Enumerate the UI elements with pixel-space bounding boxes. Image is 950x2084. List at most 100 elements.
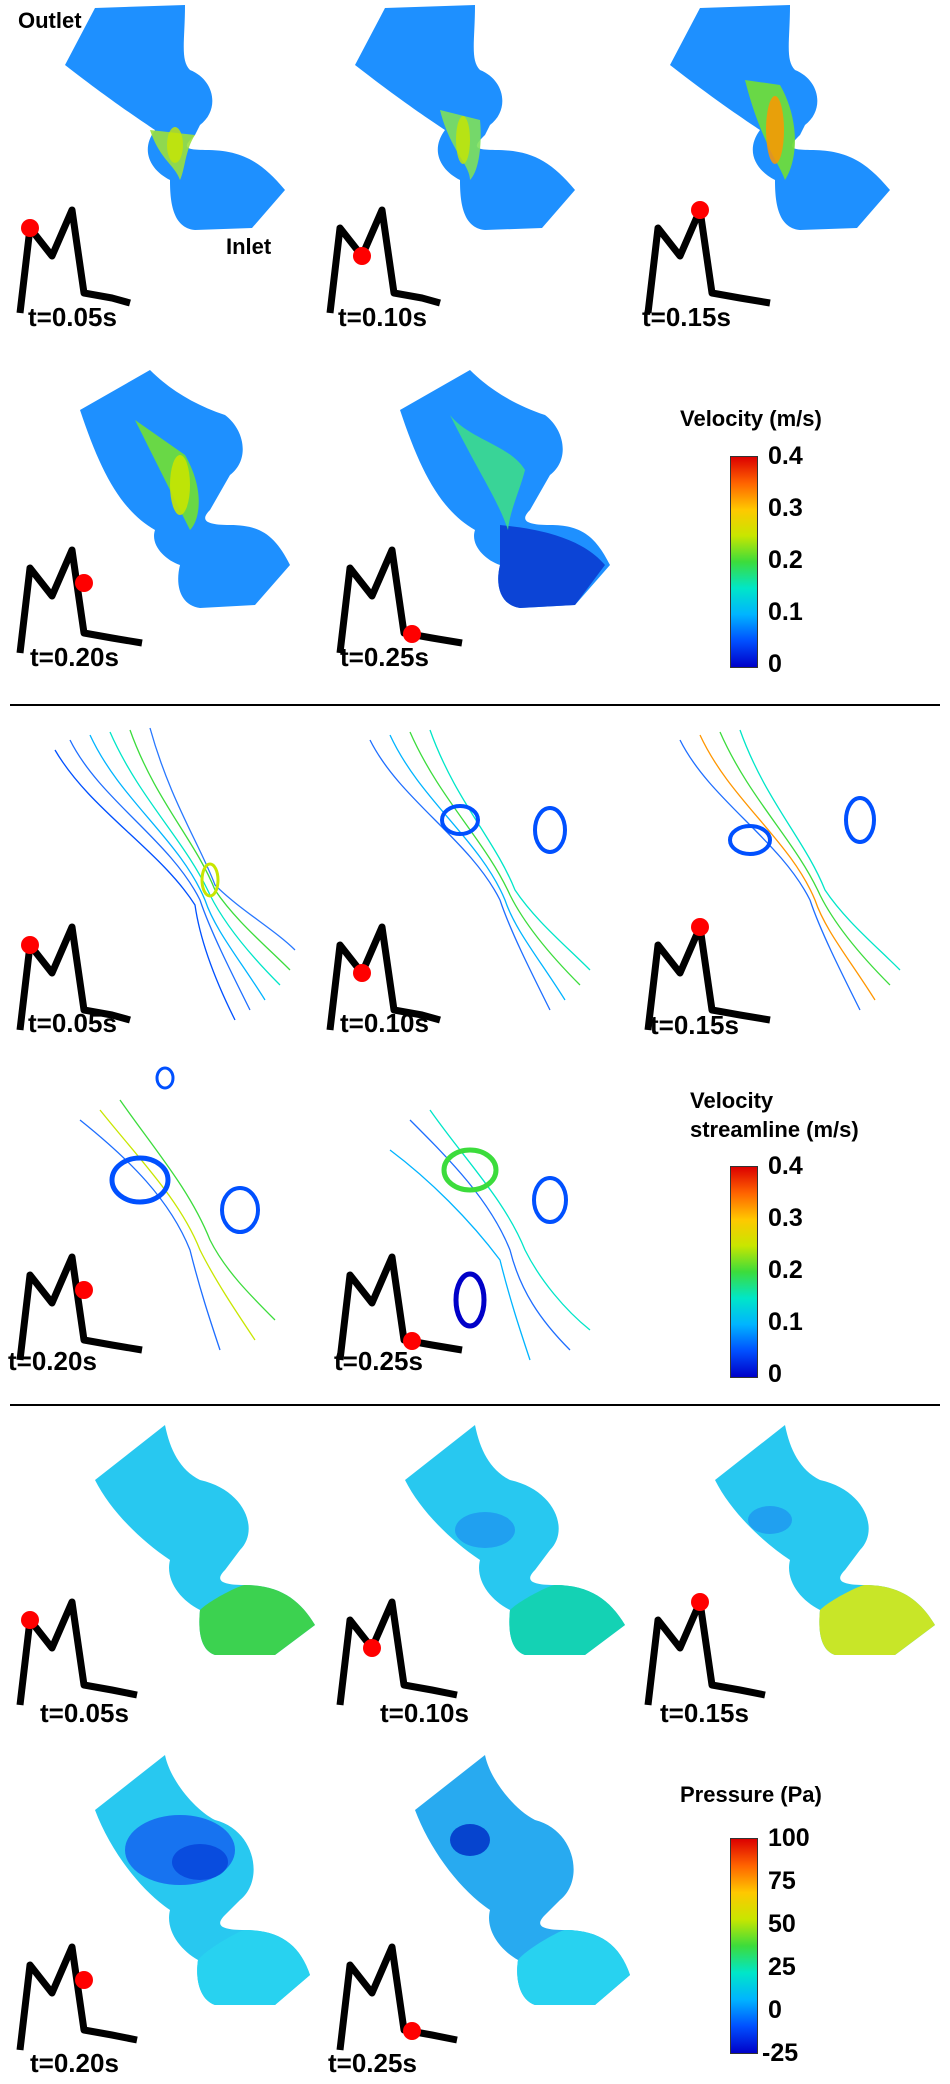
cycle-marker-icon (403, 2022, 421, 2040)
time-label: t=0.10s (338, 302, 427, 332)
tick-label: 0.1 (768, 1308, 803, 1336)
tick-label: 0.2 (768, 546, 803, 574)
pressure-colorbar: Pressure (Pa) 100 75 50 25 0 -25 (660, 1780, 940, 2084)
pressure-contour-3 (715, 1425, 935, 1655)
cycle-marker-icon (691, 918, 709, 936)
waveform-icon (336, 546, 463, 654)
streamline-plot-1 (54, 727, 296, 1021)
waveform-icon (16, 206, 131, 314)
streamline-frame-5: t=0.25s (320, 1060, 640, 1400)
legend-title: Velocity (690, 1088, 774, 1113)
cycle-marker-icon (353, 247, 371, 265)
pressure-frame-1: t=0.05s (0, 1420, 320, 1740)
waveform-icon (326, 923, 441, 1031)
cycle-marker-icon (353, 964, 371, 982)
cycle-marker-icon (75, 574, 93, 592)
time-label: t=0.25s (334, 1346, 423, 1376)
cycle-marker-icon (691, 201, 709, 219)
streamline-plot-5 (389, 1109, 591, 1361)
cycle-marker-icon (21, 1611, 39, 1629)
waveform-icon (16, 1253, 143, 1361)
time-label: t=0.20s (8, 1346, 97, 1376)
cycle-marker-icon (75, 1281, 93, 1299)
waveform-icon (644, 1593, 766, 1706)
cycle-marker-icon (363, 1639, 381, 1657)
time-label: t=0.05s (28, 1008, 117, 1038)
waveform-icon (644, 201, 771, 314)
tick-label: 0.3 (768, 1204, 803, 1232)
pressure-contour-4 (95, 1755, 310, 2005)
streamline-colorbar: Velocity streamline (m/s) 0.4 0.3 0.2 0.… (660, 1080, 940, 1400)
time-label: t=0.15s (660, 1698, 749, 1728)
waveform-icon (336, 1943, 458, 2051)
time-label: t=0.10s (340, 1008, 429, 1038)
streamline-frame-4: t=0.20s (0, 1060, 320, 1400)
legend-title: streamline (m/s) (690, 1117, 859, 1142)
outlet-label: Outlet (18, 8, 82, 33)
legend-title: Pressure (Pa) (680, 1782, 822, 1807)
streamline-plot-4 (79, 1066, 276, 1351)
pressure-contour-2 (405, 1425, 625, 1655)
velocity-frame-2: t=0.10s (310, 0, 620, 340)
velocity-colorbar: Velocity (m/s) 0.4 0.3 0.2 0.1 0 (660, 400, 940, 700)
waveform-icon (16, 546, 143, 654)
pressure-contour-5 (415, 1755, 630, 2005)
velocity-frame-5: t=0.25s (320, 360, 640, 690)
velocity-contour-5 (400, 370, 610, 608)
time-label: t=0.25s (340, 642, 429, 672)
tick-label: 0.1 (768, 598, 803, 626)
time-label: t=0.25s (328, 2048, 417, 2078)
waveform-icon (336, 1253, 463, 1361)
time-label: t=0.15s (650, 1010, 739, 1040)
time-label: t=0.05s (28, 302, 117, 332)
time-label: t=0.15s (642, 302, 731, 332)
waveform-icon (16, 923, 131, 1031)
waveform-icon (336, 1598, 458, 1706)
cycle-marker-icon (21, 936, 39, 954)
pressure-frame-5: t=0.25s (320, 1750, 640, 2084)
tick-label: 0.4 (768, 442, 803, 470)
waveform-icon (16, 1598, 138, 1706)
waveform-icon (644, 918, 771, 1031)
velocity-frame-1: t=0.05s (0, 0, 310, 340)
velocity-panel: Outlet Inlet t=0.05s t=0.10s (0, 0, 950, 700)
colorbar-gradient (730, 1838, 758, 2054)
streamline-panel: t=0.05s t=0.10s (0, 710, 950, 1400)
tick-label: -25 (762, 2039, 799, 2067)
pressure-frame-4: t=0.20s (0, 1750, 320, 2084)
tick-label: 50 (768, 1910, 796, 1938)
colorbar-gradient (730, 1166, 758, 1378)
pressure-panel: t=0.05s t=0.10s t=0.15s (0, 1410, 950, 2084)
panel-divider (10, 704, 940, 706)
pressure-frame-3: t=0.15s (630, 1420, 940, 1740)
waveform-icon (16, 1943, 138, 2051)
velocity-frame-4: t=0.20s (0, 360, 320, 690)
time-label: t=0.20s (30, 2048, 119, 2078)
colorbar-gradient (730, 456, 758, 668)
tick-label: 0 (768, 650, 782, 678)
velocity-contour-2 (355, 5, 575, 230)
streamline-plot-3 (679, 729, 901, 1011)
streamline-frame-2: t=0.10s (310, 720, 620, 1050)
panel-divider (10, 1404, 940, 1406)
velocity-frame-3: t=0.15s (620, 0, 940, 340)
cycle-marker-icon (691, 1593, 709, 1611)
pressure-frame-2: t=0.10s (320, 1420, 630, 1740)
tick-label: 0 (768, 1360, 782, 1388)
velocity-contour-3 (670, 5, 890, 230)
cycle-marker-icon (403, 625, 421, 643)
tick-label: 0.3 (768, 494, 803, 522)
velocity-contour-4 (80, 370, 290, 608)
tick-label: 75 (768, 1867, 796, 1895)
time-label: t=0.05s (40, 1698, 129, 1728)
streamline-frame-3: t=0.15s (620, 720, 940, 1050)
cycle-marker-icon (75, 1971, 93, 1989)
streamline-frame-1: t=0.05s (0, 720, 310, 1050)
tick-label: 0.4 (768, 1152, 803, 1180)
inlet-label: Inlet (226, 234, 272, 259)
time-label: t=0.10s (380, 1698, 469, 1728)
streamline-plot-2 (369, 729, 591, 1011)
cycle-marker-icon (21, 219, 39, 237)
tick-label: 100 (768, 1824, 810, 1852)
tick-label: 0 (768, 1996, 782, 2024)
